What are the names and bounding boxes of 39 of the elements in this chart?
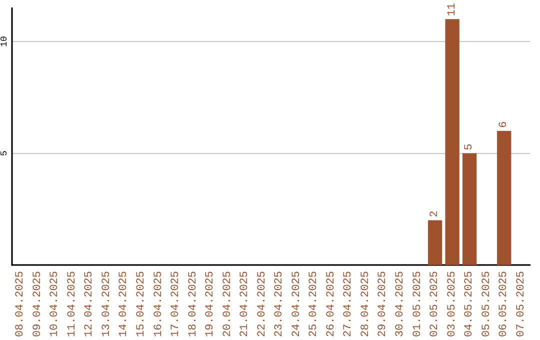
x-tick-label: 10.04.2025: [49, 270, 62, 338]
x-tick-label: 21.04.2025: [239, 270, 252, 338]
data-label: 6: [498, 121, 510, 128]
x-tick-label: 27.04.2025: [342, 270, 355, 338]
x-tick-label: 04.05.2025: [464, 270, 476, 338]
x-tick-label: 06.05.2025: [498, 270, 510, 338]
data-label: 2: [429, 210, 442, 218]
x-tick-label: 22.04.2025: [256, 270, 268, 338]
x-tick-label: 02.05.2025: [429, 270, 442, 338]
x-tick-label: 30.04.2025: [394, 270, 406, 338]
x-tick-label: 03.05.2025: [446, 270, 458, 338]
x-tick-label: 14.04.2025: [118, 270, 130, 338]
x-tick-label: 05.05.2025: [480, 270, 493, 338]
x-tick-label: 18.04.2025: [187, 270, 200, 338]
data-label: 5: [464, 144, 476, 150]
x-tick-label: 17.04.2025: [170, 270, 182, 338]
x-tick-label: 07.05.2025: [515, 270, 528, 338]
x-tick-label: 23.04.2025: [274, 270, 286, 338]
y-tick-label: 10: [0, 36, 10, 47]
x-tick-label: 11.04.2025: [66, 270, 78, 338]
x-tick-label: 25.04.2025: [308, 270, 320, 338]
x-tick-label: 26.04.2025: [325, 270, 338, 338]
x-tick-label: 09.04.2025: [32, 270, 44, 338]
x-tick-label: 16.04.2025: [152, 270, 165, 338]
bar: [462, 153, 477, 265]
x-tick-label: 29.04.2025: [377, 270, 390, 338]
x-tick-label: 15.04.2025: [136, 270, 148, 338]
x-tick-label: 01.05.2025: [412, 270, 424, 338]
bar: [428, 220, 442, 265]
x-tick-label: 19.04.2025: [204, 270, 217, 338]
x-tick-label: 20.04.2025: [222, 270, 234, 338]
x-tick-label: 08.04.2025: [14, 270, 27, 338]
x-tick-label: 13.04.2025: [100, 270, 113, 338]
x-tick-label: 12.04.2025: [84, 270, 96, 338]
x-tick-label: 24.04.2025: [290, 270, 303, 338]
data-label: 11: [446, 2, 458, 16]
bar: [497, 130, 512, 265]
x-tick-label: 28.04.2025: [360, 270, 372, 338]
bar: [445, 19, 460, 265]
